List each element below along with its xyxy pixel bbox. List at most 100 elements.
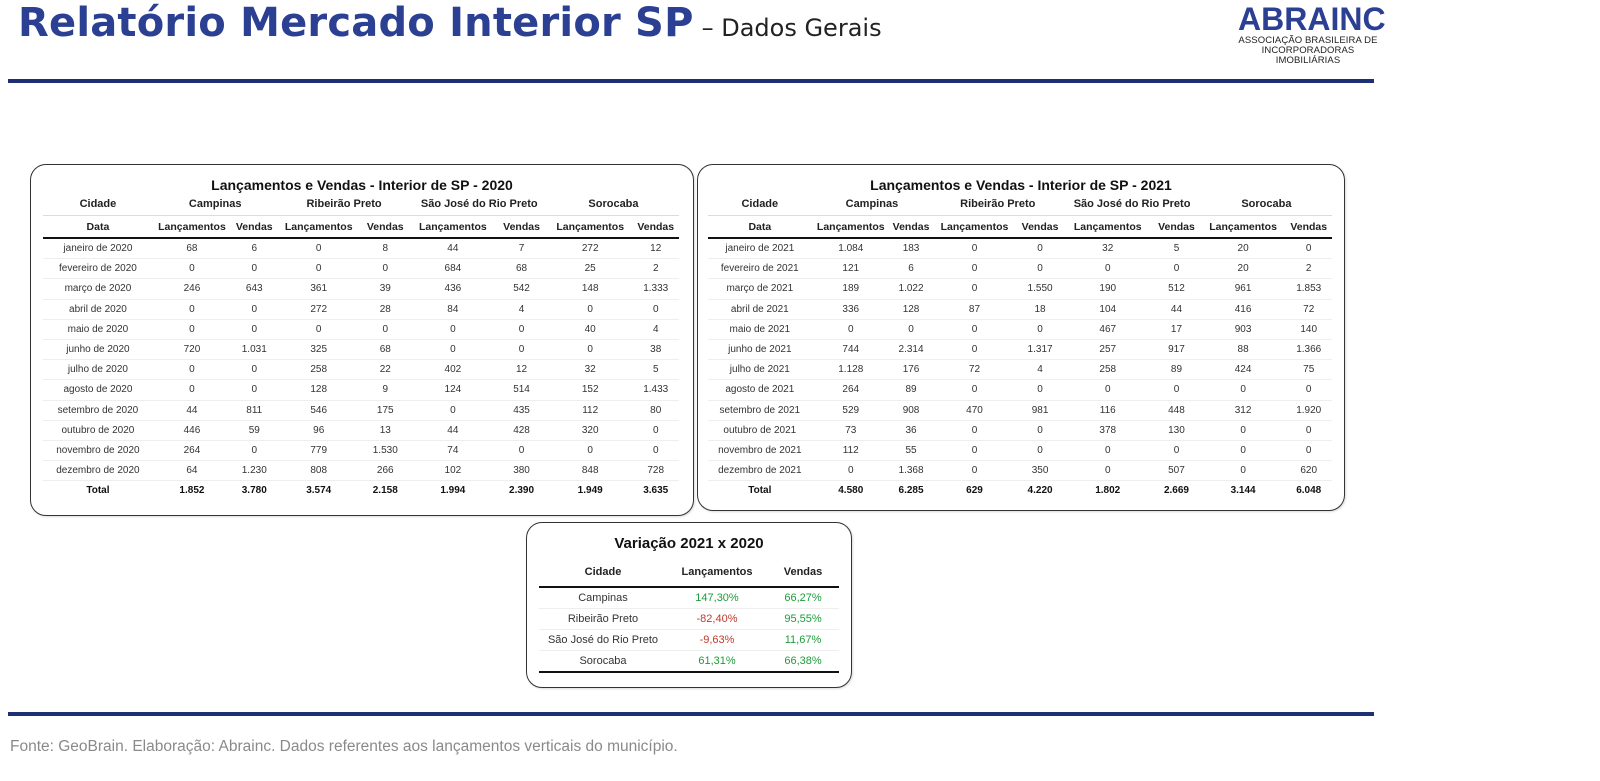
table-cell: 435 xyxy=(495,400,548,421)
table-cell: 402 xyxy=(410,359,496,381)
table-row: outubro de 2021 73 36 0 0 378 130 0 0 xyxy=(708,420,1332,441)
table-cell: 88 xyxy=(1200,339,1286,361)
table-cell: 1.022 xyxy=(889,278,933,300)
table-cell: 20 xyxy=(1200,258,1286,280)
header-divider xyxy=(8,79,1374,83)
table-cell: 0 xyxy=(1200,379,1286,401)
table-cell: 36 xyxy=(889,420,933,441)
header-city-ribeirao-preto: Ribeirão Preto xyxy=(277,193,411,216)
table-cell: 728 xyxy=(632,460,679,482)
table-title-2020: Lançamentos e Vendas - Interior de SP - … xyxy=(211,177,513,193)
table-cell: 0 xyxy=(932,278,1017,300)
table-row: março de 2021 189 1.022 0 1.550 190 512 961 1.85… xyxy=(708,278,1332,300)
header-sales: Vendas xyxy=(1016,215,1064,239)
table-row: janeiro de 2020 68 6 0 8 44 7 272 12 xyxy=(43,238,679,260)
table-cell: 148 xyxy=(547,278,633,300)
row-date: agosto de 2021 xyxy=(708,379,812,401)
table-cell: 128 xyxy=(277,379,360,401)
header-launch: Lançamentos xyxy=(811,215,890,239)
variation-sales: 66,27% xyxy=(767,587,839,609)
table-cell: 25 xyxy=(547,258,633,280)
row-date: fevereiro de 2021 xyxy=(708,258,812,280)
table-cell: 68 xyxy=(152,238,232,260)
row-date: janeiro de 2021 xyxy=(708,238,812,260)
table-cell: 779 xyxy=(277,440,360,462)
table-cell: 0 xyxy=(359,319,411,340)
table-cell: 4 xyxy=(1016,359,1064,381)
table-cell: 1.366 xyxy=(1285,339,1332,361)
table-row: agosto de 2021 264 89 0 0 0 0 0 0 xyxy=(708,379,1332,401)
header-launch: Lançamentos xyxy=(277,215,360,239)
variation-sales: 95,55% xyxy=(767,608,839,630)
row-date: maio de 2021 xyxy=(708,319,812,340)
table-cell: 12 xyxy=(632,238,679,260)
table-cell: 0 xyxy=(1152,258,1201,280)
row-date: julho de 2021 xyxy=(708,359,812,381)
table-title-2021: Lançamentos e Vendas - Interior de SP - … xyxy=(870,177,1172,193)
table-cell: 529 xyxy=(811,400,890,421)
table-cell: 0 xyxy=(1285,420,1332,441)
table-cell: 1.333 xyxy=(632,278,679,300)
table-row: julho de 2021 1.128 176 72 4 258 89 424 75 xyxy=(708,359,1332,381)
table-cell: 1.128 xyxy=(811,359,890,381)
table-cell: 4 xyxy=(632,319,679,340)
table-cell: 0 xyxy=(632,420,679,441)
table-cell: 1.433 xyxy=(632,379,679,401)
table-cell: 428 xyxy=(495,420,548,441)
table-cell: 546 xyxy=(277,400,360,421)
table-cell: 87 xyxy=(932,299,1017,320)
table-cell: 80 xyxy=(632,400,679,421)
row-date: novembro de 2021 xyxy=(708,440,812,462)
table-cell: 4 xyxy=(495,299,548,320)
table-cell: 44 xyxy=(410,238,496,260)
table-cell: 258 xyxy=(277,359,360,381)
table-cell: 0 xyxy=(1063,440,1153,462)
header-city-campinas: Campinas xyxy=(811,193,933,216)
table-cell: 848 xyxy=(547,460,633,482)
table-cell: 917 xyxy=(1152,339,1201,361)
table-cell: 0 xyxy=(632,440,679,462)
header-sales: Vendas xyxy=(1285,215,1332,239)
header-launch: Lançamentos xyxy=(932,215,1017,239)
table-cell: 0 xyxy=(410,339,496,361)
header-sales: Vendas xyxy=(231,215,278,239)
table-cell: 22 xyxy=(359,359,411,381)
table-row: setembro de 2020 44 811 546 175 0 435 112 80 xyxy=(43,400,679,421)
table-cell: 0 xyxy=(811,460,890,482)
table-cell: 0 xyxy=(231,440,278,462)
table-cell: 811 xyxy=(231,400,278,421)
header-sales: Vendas xyxy=(495,215,548,239)
table-cell: 18 xyxy=(1016,299,1064,320)
row-date: setembro de 2020 xyxy=(43,400,153,421)
table-cell: 0 xyxy=(495,339,548,361)
table-cell: 0 xyxy=(932,460,1017,482)
table-cell: 0 xyxy=(1016,440,1064,462)
table-cell: 0 xyxy=(1063,379,1153,401)
variation-header-launch: Lançamentos xyxy=(667,557,767,588)
table-cell: 0 xyxy=(1016,420,1064,441)
table-cell: 0 xyxy=(231,299,278,320)
table-cell: 264 xyxy=(152,440,232,462)
table-cell: 312 xyxy=(1200,400,1286,421)
row-date: janeiro de 2020 xyxy=(43,238,153,260)
table-cell: 961 xyxy=(1200,278,1286,300)
total-cell: 1.802 xyxy=(1063,480,1153,501)
table-cell: 981 xyxy=(1016,400,1064,421)
header-launch: Lançamentos xyxy=(410,215,496,239)
table-cell: 2.314 xyxy=(889,339,933,361)
header-sales: Vendas xyxy=(1152,215,1201,239)
table-cell: 0 xyxy=(495,440,548,462)
table-cell: 0 xyxy=(231,258,278,280)
header-launch: Lançamentos xyxy=(152,215,232,239)
table-cell: 903 xyxy=(1200,319,1286,340)
table-cell: 1.920 xyxy=(1285,400,1332,421)
header-city-ribeirao-preto: Ribeirão Preto xyxy=(932,193,1064,216)
table-row: janeiro de 2021 1.084 183 0 0 32 5 20 0 xyxy=(708,238,1332,260)
table-cell: 0 xyxy=(1016,258,1064,280)
total-cell: 1.949 xyxy=(547,480,633,501)
table-cell: 0 xyxy=(932,339,1017,361)
table-cell: 1.550 xyxy=(1016,278,1064,300)
table-cell: 436 xyxy=(410,278,496,300)
header-city-sao-jose: São José do Rio Preto xyxy=(410,193,548,216)
table-cell: 0 xyxy=(152,299,232,320)
